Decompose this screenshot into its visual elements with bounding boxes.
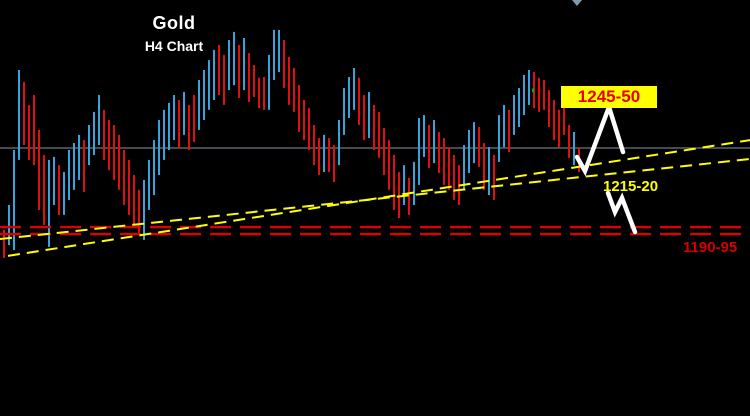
- price-bars-layer: [3, 29, 580, 258]
- trendline-steep[interactable]: [7, 139, 750, 257]
- mid-zone-label[interactable]: 1215-20: [603, 178, 659, 195]
- support-zone-label[interactable]: 1190-95: [683, 239, 738, 256]
- zigzag-arrow-2[interactable]: [605, 190, 638, 235]
- chart-title-timeframe: H4 Chart: [144, 37, 204, 54]
- zigzag-arrows-layer: [574, 100, 638, 235]
- chart-title-instrument: Gold: [152, 13, 196, 33]
- resistance-zone-label[interactable]: 1245-50: [561, 86, 657, 108]
- trendline-shallow[interactable]: [0, 158, 750, 241]
- chart-shift-marker-icon: [572, 0, 582, 6]
- trendlines-layer: [0, 139, 750, 257]
- zigzag-arrow-1[interactable]: [574, 100, 626, 177]
- support-zone-layer: [0, 225, 750, 236]
- chart-title: Gold H4 Chart: [116, 12, 232, 55]
